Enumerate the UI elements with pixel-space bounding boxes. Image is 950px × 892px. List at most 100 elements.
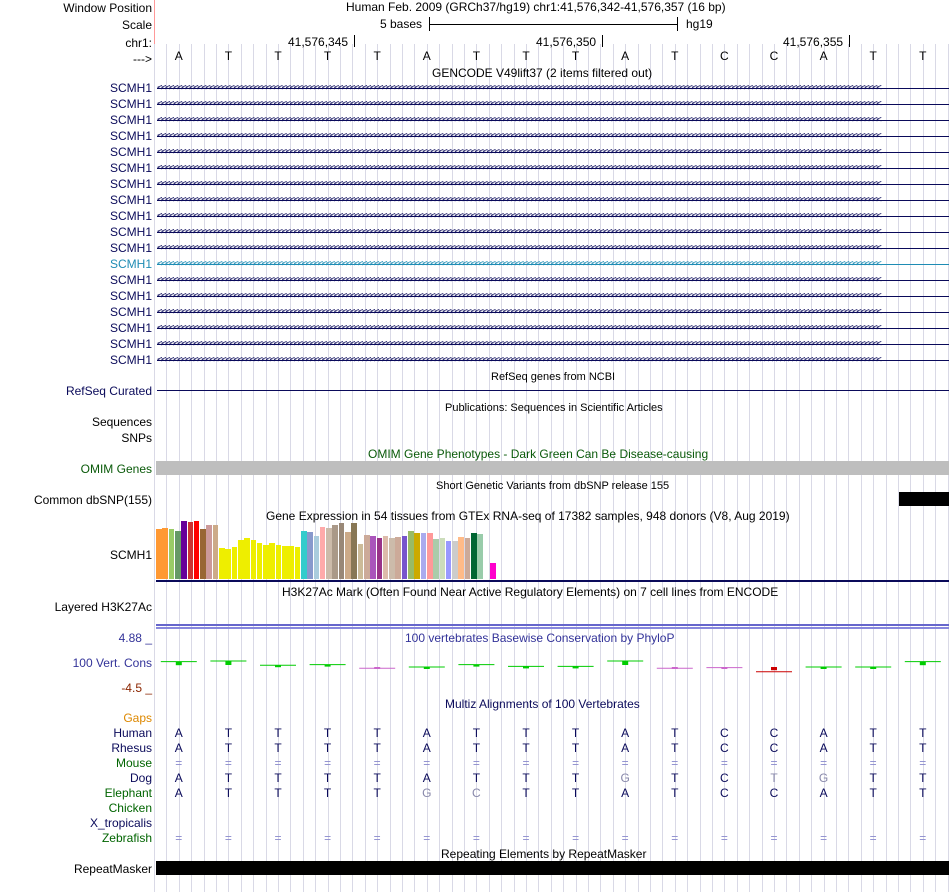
- dbsnp-track-title[interactable]: Short Genetic Variants from dbSNP releas…: [436, 480, 670, 492]
- gencode-transcript-label[interactable]: SCMH1: [109, 225, 152, 239]
- gtex-tissue-bar[interactable]: [439, 538, 446, 579]
- gtex-tissue-bar[interactable]: [477, 534, 483, 579]
- gencode-transcript-label[interactable]: SCMH1: [109, 209, 152, 223]
- gtex-tissue-bar[interactable]: [326, 528, 332, 579]
- gencode-transcript-line[interactable]: [157, 248, 949, 249]
- gtex-tissue-bar[interactable]: [193, 521, 200, 579]
- gtex-tissue-bar[interactable]: [489, 563, 496, 579]
- gtex-tissue-bar[interactable]: [181, 521, 187, 579]
- gencode-transcript-line[interactable]: [157, 360, 949, 361]
- multiz-species-label[interactable]: Human: [113, 726, 152, 740]
- gtex-tissue-bar[interactable]: [357, 544, 364, 579]
- gtex-tissue-bar[interactable]: [200, 529, 206, 579]
- omim-gene-bar[interactable]: [156, 461, 949, 475]
- dbsnp-label[interactable]: Common dbSNP(155): [33, 493, 152, 507]
- refseq-label[interactable]: RefSeq Curated: [65, 384, 152, 398]
- gencode-transcript-line[interactable]: [157, 344, 949, 345]
- gencode-transcript-label[interactable]: SCMH1: [109, 177, 152, 191]
- gencode-transcript-line[interactable]: [157, 264, 949, 265]
- h3k27ac-signal-line[interactable]: [156, 624, 949, 626]
- h3k27ac-signal-line-2[interactable]: [156, 627, 949, 629]
- gtex-tissue-bar[interactable]: [445, 541, 452, 579]
- gencode-transcript-label[interactable]: SCMH1: [109, 113, 152, 127]
- gencode-transcript-line[interactable]: [157, 168, 949, 169]
- publications-track-title[interactable]: Publications: Sequences in Scientific Ar…: [445, 402, 663, 414]
- gtex-tissue-bar[interactable]: [168, 529, 175, 579]
- gtex-tissue-bar[interactable]: [162, 528, 168, 579]
- gtex-tissue-bar[interactable]: [156, 529, 162, 579]
- gencode-transcript-label[interactable]: SCMH1: [109, 289, 152, 303]
- gtex-tissue-bar[interactable]: [452, 541, 458, 579]
- gencode-transcript-line[interactable]: [157, 280, 949, 281]
- gtex-tissue-bar[interactable]: [250, 540, 257, 579]
- repeatmasker-label[interactable]: RepeatMasker: [73, 862, 152, 876]
- gencode-transcript-label[interactable]: SCMH1: [109, 273, 152, 287]
- multiz-species-label[interactable]: Dog: [129, 771, 152, 785]
- refseq-gene-line[interactable]: [157, 390, 949, 391]
- gencode-transcript-line[interactable]: [157, 136, 949, 137]
- gtex-tissue-bar[interactable]: [395, 537, 402, 579]
- h3k27ac-track-title[interactable]: H3K27Ac Mark (Often Found Near Active Re…: [282, 585, 779, 599]
- repeatmasker-element[interactable]: [156, 861, 949, 875]
- omim-label[interactable]: OMIM Genes: [80, 462, 152, 476]
- multiz-species-label[interactable]: Zebrafish: [101, 831, 152, 845]
- multiz-species-label[interactable]: X_tropicalis: [89, 816, 152, 830]
- gtex-tissue-bar[interactable]: [408, 531, 414, 579]
- gtex-tissue-bar[interactable]: [483, 548, 490, 579]
- gencode-transcript-label[interactable]: SCMH1: [109, 321, 152, 335]
- gtex-tissue-bar[interactable]: [231, 547, 238, 579]
- gencode-transcript-line[interactable]: [157, 296, 949, 297]
- gtex-tissue-bar[interactable]: [471, 533, 477, 579]
- multiz-track-title[interactable]: Multiz Alignments of 100 Vertebrates: [445, 697, 640, 711]
- repeatmasker-track-title[interactable]: Repeating Elements by RepeatMasker: [441, 847, 647, 861]
- gtex-tissue-bar[interactable]: [282, 546, 288, 579]
- gencode-transcript-line[interactable]: [157, 152, 949, 153]
- gencode-transcript-line[interactable]: [157, 120, 949, 121]
- multiz-species-label[interactable]: Chicken: [108, 801, 152, 815]
- gtex-tissue-bar[interactable]: [212, 525, 219, 579]
- gtex-tissue-bar[interactable]: [351, 523, 357, 579]
- publications-sequences-label[interactable]: Sequences: [91, 415, 152, 429]
- gtex-tissue-bar[interactable]: [464, 538, 471, 579]
- gencode-transcript-line[interactable]: [157, 104, 949, 105]
- gencode-transcript-line[interactable]: [157, 328, 949, 329]
- gtex-tissue-bar[interactable]: [275, 545, 282, 579]
- gencode-transcript-label[interactable]: SCMH1: [109, 161, 152, 175]
- gtex-tissue-bar[interactable]: [244, 538, 250, 579]
- refseq-track-title[interactable]: RefSeq genes from NCBI: [491, 371, 616, 383]
- gencode-transcript-line[interactable]: [157, 312, 949, 313]
- gtex-tissue-bar[interactable]: [401, 536, 408, 579]
- gencode-transcript-line[interactable]: [157, 200, 949, 201]
- gencode-transcript-line[interactable]: [157, 88, 949, 89]
- publications-snps-label[interactable]: SNPs: [121, 431, 152, 445]
- gencode-transcript-line[interactable]: [157, 184, 949, 185]
- gtex-tissue-bar[interactable]: [426, 533, 433, 579]
- gtex-tissue-bar[interactable]: [433, 539, 439, 579]
- multiz-species-label[interactable]: Elephant: [104, 786, 152, 800]
- gtex-tissue-bar[interactable]: [338, 523, 345, 579]
- gtex-tissue-bar[interactable]: [263, 545, 269, 579]
- gtex-tissue-bar[interactable]: [313, 536, 320, 579]
- gencode-transcript-label[interactable]: SCMH1: [109, 97, 152, 111]
- gtex-tissue-bar[interactable]: [389, 538, 395, 579]
- gtex-tissue-bar[interactable]: [237, 540, 244, 579]
- gtex-tissue-bar[interactable]: [370, 536, 376, 579]
- gtex-tissue-bar[interactable]: [294, 547, 301, 579]
- gencode-transcript-label[interactable]: SCMH1: [109, 241, 152, 255]
- phylop-signal[interactable]: [156, 636, 949, 696]
- gtex-tissue-bar[interactable]: [332, 525, 339, 579]
- multiz-species-label[interactable]: Rhesus: [111, 741, 152, 755]
- omim-track-title[interactable]: OMIM Gene Phenotypes - Dark Green Can Be…: [368, 447, 709, 461]
- gencode-transcript-label[interactable]: SCMH1: [109, 353, 152, 367]
- gtex-tissue-bar[interactable]: [319, 527, 326, 579]
- multiz-species-label[interactable]: Mouse: [115, 756, 152, 770]
- gtex-tissue-bar[interactable]: [225, 549, 231, 579]
- gtex-tissue-bar[interactable]: [187, 522, 194, 579]
- gencode-transcript-label[interactable]: SCMH1: [109, 81, 152, 95]
- gtex-tissue-bar[interactable]: [414, 533, 420, 579]
- gtex-track-title[interactable]: Gene Expression in 54 tissues from GTEx …: [266, 509, 790, 523]
- phylop-track-title[interactable]: 100 vertebrates Basewise Conservation by…: [405, 631, 675, 645]
- gtex-tissue-bar[interactable]: [345, 532, 351, 579]
- gencode-transcript-label[interactable]: SCMH1: [109, 257, 152, 271]
- gtex-tissue-bar[interactable]: [382, 536, 389, 579]
